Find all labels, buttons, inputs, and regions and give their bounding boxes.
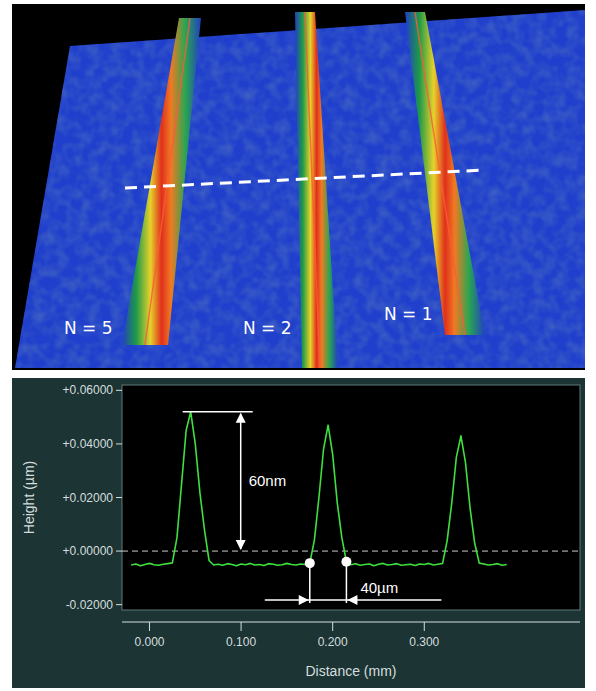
annotation-line [309,563,311,603]
x-tick [149,622,150,631]
arrow-head [299,595,309,605]
arrow-head [236,413,246,423]
surface-label: N = 1 [384,304,433,324]
x-tick-label: 0.300 [409,635,439,649]
annotation-line [183,411,253,413]
x-tick-label: 0.200 [318,635,348,649]
annotation-text: 60nm [249,472,287,489]
x-axis-line [122,622,580,623]
surface-label: N = 2 [243,318,292,338]
surface-texture [15,10,585,368]
x-tick [241,622,242,631]
y-tick [116,604,122,605]
y-tick-label: +0.02000 [63,491,114,505]
profile-cut-line [125,170,485,188]
y-tick [116,443,122,444]
surface-background [12,4,585,370]
annotation-text: 40µm [360,579,398,596]
ridge [122,18,201,345]
y-tick-label: +0.06000 [63,383,114,397]
annotation-arrow [240,414,242,549]
surface-plane [15,10,585,368]
y-tick [116,497,122,498]
ridge-crest [305,12,320,368]
x-tick [424,622,425,631]
x-tick [332,622,333,631]
y-tick-label: +0.04000 [63,437,114,451]
y-tick [116,390,122,391]
figure: N = 5 N = 2 N = 1 +0.06000 +0.04000 +0.02000 +… [0,0,596,691]
x-axis-title: Distance (mm) [305,663,396,679]
y-tick [116,551,122,552]
chart-background [12,378,585,688]
annotation-line [346,562,348,603]
arrow-head [236,540,246,550]
arrow-head [347,595,357,605]
y-axis-title: Height (µm) [21,461,37,534]
y-tick-label: +0.00000 [63,544,114,558]
profile-line [131,412,507,566]
surface-label: N = 5 [64,318,113,338]
ridge [295,12,338,368]
y-tick-label: -0.02000 [66,598,114,612]
data-group [131,412,507,566]
zero-line [122,551,580,552]
x-tick-label: 0.100 [226,635,256,649]
annotation-dot [305,558,315,568]
x-tick-label: 0.000 [134,635,164,649]
annotation-dot [341,557,351,567]
plot-area [122,385,580,610]
ridge-crest [145,18,190,345]
